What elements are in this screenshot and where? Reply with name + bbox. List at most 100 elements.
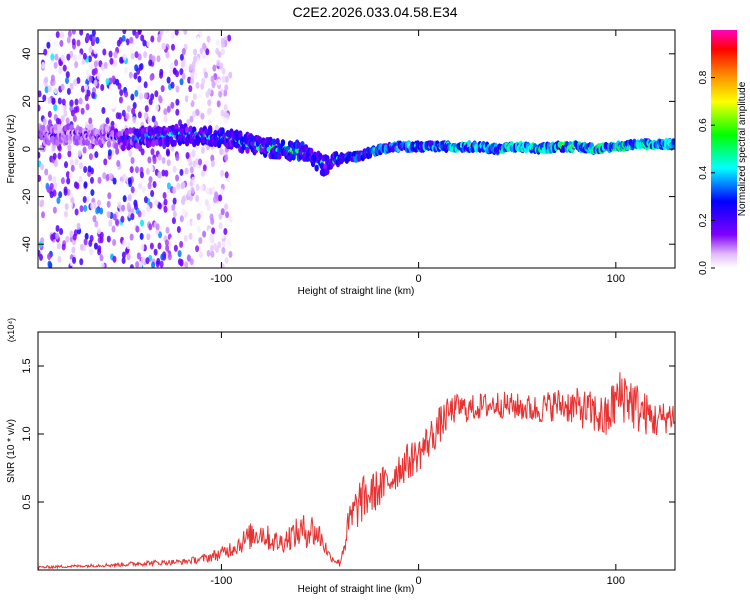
spectrogram-cell xyxy=(106,211,111,219)
spectrogram-cell xyxy=(216,78,221,86)
spectrogram-cell xyxy=(148,98,153,106)
spectrogram-cell xyxy=(108,219,113,227)
spectrogram-cell xyxy=(122,195,127,203)
spectrogram-cell xyxy=(144,105,149,113)
spectrogram-cell xyxy=(108,50,113,58)
spectrogram-cell xyxy=(79,258,84,266)
spectrogram-cell xyxy=(175,98,180,106)
spectrogram-cell xyxy=(112,213,117,221)
spectrogram-cell xyxy=(166,159,171,167)
spectrogram-cell xyxy=(197,136,202,144)
spectrogram-cell xyxy=(217,241,222,249)
spectrogram-cell xyxy=(189,258,194,266)
spectrogram-cell xyxy=(96,72,101,80)
spectrogram-cell xyxy=(179,68,184,76)
spectrogram-cell xyxy=(211,115,216,123)
spectrogram-cell xyxy=(79,30,84,36)
spectrogram-cell xyxy=(206,35,211,43)
spectrogram-cell xyxy=(57,97,62,105)
spectrogram-cell xyxy=(56,242,61,250)
spectrogram-cell xyxy=(224,256,229,264)
spectrogram-cell xyxy=(56,197,61,205)
spectrogram-cell xyxy=(57,124,62,132)
spectrogram-cell xyxy=(79,205,84,213)
spectrogram-cell xyxy=(66,188,71,196)
spectrogram-cell xyxy=(139,171,144,179)
spectrogram-cell xyxy=(124,90,129,98)
spectrogram-cell xyxy=(179,127,184,135)
spectrogram-cell xyxy=(72,54,77,62)
spectrogram-cell xyxy=(85,195,90,203)
spectrogram-cell xyxy=(166,76,171,84)
spectrogram-cell xyxy=(149,165,154,173)
spectrogram-cell xyxy=(89,63,94,71)
spectrogram-cell xyxy=(224,203,229,211)
spectrogram-cell xyxy=(205,48,210,56)
spectrogram-cell xyxy=(193,55,198,63)
spectrogram-cell xyxy=(84,83,89,91)
spectrogram-cell xyxy=(118,36,123,44)
spectrogram-cell xyxy=(204,198,209,206)
spectrogram-cell xyxy=(105,78,110,86)
spectrogram-cell xyxy=(200,184,205,192)
spectrogram-cell xyxy=(52,176,57,184)
spectrogram-cell xyxy=(72,256,77,264)
spectrogram-cell xyxy=(55,224,60,232)
spectrogram-cell xyxy=(158,94,163,102)
spectrogram-cell xyxy=(133,72,138,80)
spectrogram-cell xyxy=(172,139,177,147)
spectrogram-cell xyxy=(188,125,193,133)
spectrogram-cell xyxy=(121,204,126,212)
spectrogram-cell xyxy=(150,148,155,156)
spectrogram-cell xyxy=(128,127,133,135)
spectrogram-cell xyxy=(134,64,139,72)
spectrogram-cell xyxy=(165,140,170,148)
spectrogram-cell xyxy=(212,64,217,72)
spectrogram-cell xyxy=(53,104,58,112)
spectrogram-cell xyxy=(99,254,104,262)
spectrogram-cell xyxy=(64,203,69,211)
spectrogram-cell xyxy=(150,35,155,43)
spectrogram-cell xyxy=(111,75,116,83)
spectrogram-cell xyxy=(69,99,74,107)
spectrogram-cell xyxy=(193,48,198,56)
spectrogram-cell xyxy=(137,111,142,119)
spectrogram-cell xyxy=(159,260,164,268)
colorbar-tick-label: 0.8 xyxy=(698,70,709,84)
spectrogram-cell xyxy=(42,118,47,126)
spectrogram-cell xyxy=(220,48,225,56)
spectrogram-cell xyxy=(137,210,142,218)
spectrogram-cell xyxy=(38,104,41,112)
spectrogram-cell xyxy=(207,99,212,107)
spectrogram-cell xyxy=(179,240,184,248)
spectrogram-cell xyxy=(195,183,200,191)
spectrogram-cell xyxy=(180,61,185,69)
spectrogram-cell xyxy=(124,247,129,255)
spectrogram-cell xyxy=(210,75,215,83)
spectrogram-cell xyxy=(220,208,225,216)
snr-panel: -100 0 100 0.5 1.0 1.5 Height of straight li… xyxy=(6,318,676,595)
spectrogram-cell xyxy=(85,69,90,77)
spectrogram-cell xyxy=(198,199,203,207)
spectrogram-cell xyxy=(149,73,154,81)
spectrogram-cell xyxy=(123,66,128,74)
spectrogram-cells xyxy=(38,30,675,268)
spectrogram-cell xyxy=(184,95,189,103)
spectrogram-cell xyxy=(61,243,66,251)
spectrogram-cell xyxy=(175,174,180,182)
spectrogram-cell xyxy=(49,191,54,199)
spectrogram-cell xyxy=(190,100,195,108)
spectrogram-cell xyxy=(314,164,319,172)
spectrogram-cell xyxy=(206,249,211,257)
spectrogram-cell xyxy=(216,100,221,108)
spectrogram-cell xyxy=(140,243,145,251)
spectrogram-cell xyxy=(103,61,108,69)
spectrogram-cell xyxy=(119,180,124,188)
x-tick-label: 100 xyxy=(607,575,625,587)
spectrogram-cell xyxy=(198,237,203,245)
colorbar-tick-label: 0.0 xyxy=(698,261,709,275)
snr-y-ticks: 0.5 1.0 1.5 xyxy=(21,358,675,510)
spectrogram-cell xyxy=(53,182,58,190)
spectrogram-cell xyxy=(161,156,166,164)
spectrogram-cell xyxy=(191,149,196,157)
